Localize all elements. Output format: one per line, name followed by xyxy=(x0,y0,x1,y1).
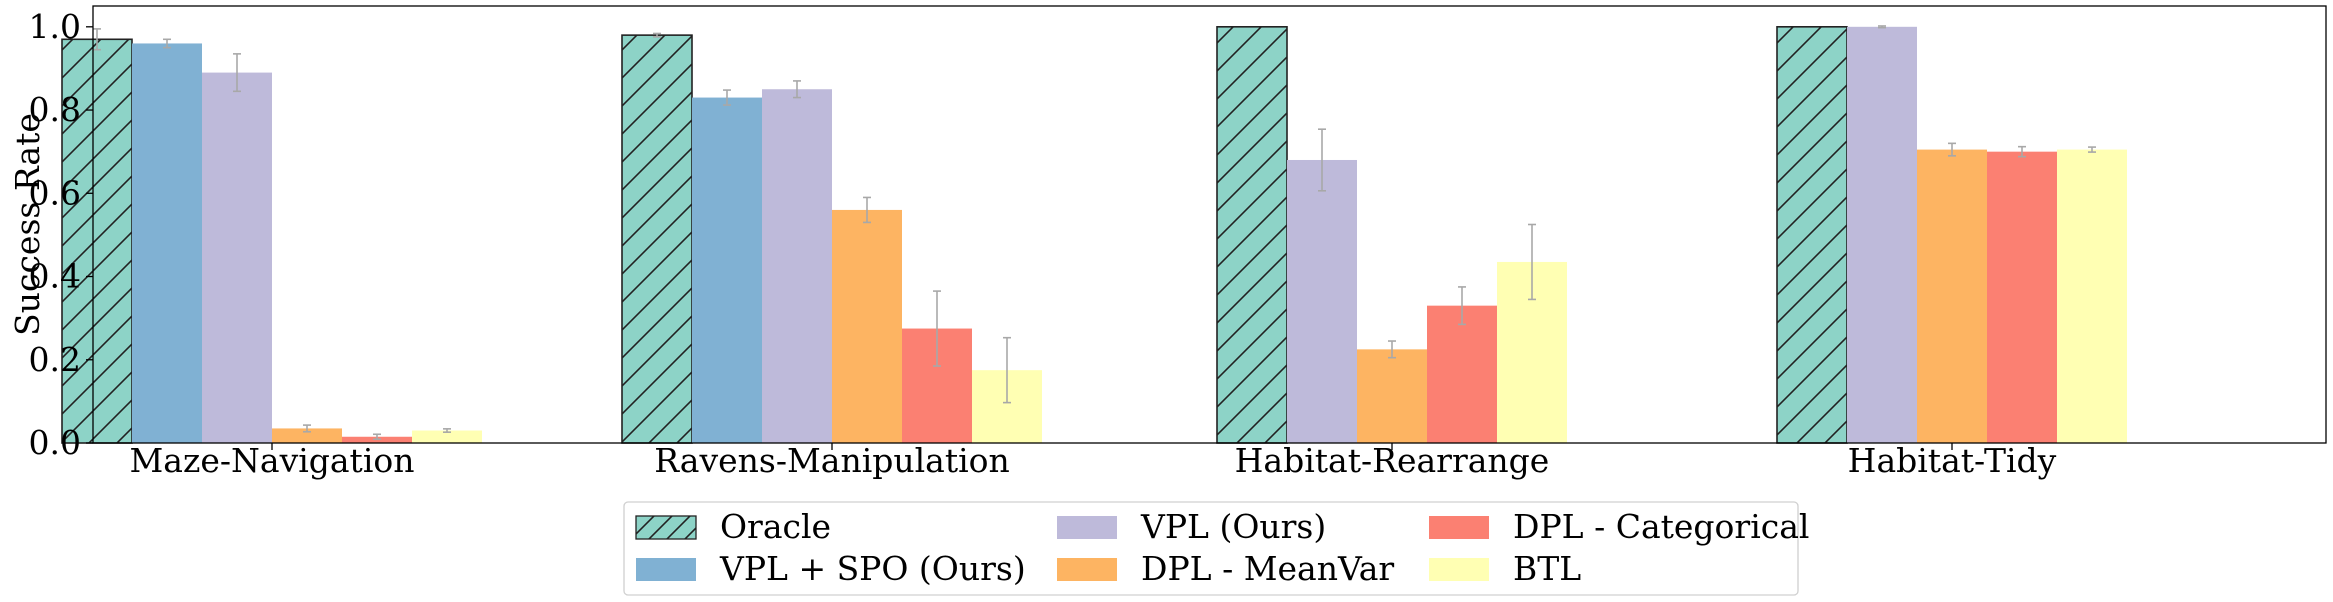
bar-maze-navigation-dpl-meanvar xyxy=(272,428,342,443)
bar-maze-navigation-vpl-spo-ours xyxy=(132,43,202,443)
legend-frame xyxy=(623,501,1799,596)
error-bar-habitat-tidy-dpl-meanvar xyxy=(1948,142,1956,157)
legend-entry-vpl-ours: VPL (Ours) xyxy=(1057,507,1326,546)
bar-habitat-rearrange-oracle-hatch xyxy=(1216,26,1288,444)
y-tick-label-0-2: 0.2 xyxy=(29,340,81,379)
plot-frame xyxy=(92,5,2327,444)
legend-label-btl: BTL xyxy=(1513,549,1581,588)
error-bar-habitat-rearrange-vpl-ours xyxy=(1318,128,1326,192)
bar-ravens-manipulation-dpl-meanvar xyxy=(832,209,902,443)
error-bar-maze-navigation-dpl-categorical xyxy=(373,433,381,441)
error-bar-maze-navigation-vpl-spo-ours xyxy=(163,38,171,49)
legend-swatch-dpl-categorical xyxy=(1429,516,1489,539)
error-bar-maze-navigation-btl xyxy=(443,428,451,433)
legend-swatch-hatch-oracle xyxy=(635,515,697,540)
bars-layer xyxy=(61,26,2127,444)
error-bar-maze-navigation-dpl-meanvar xyxy=(303,424,311,433)
y-tick-label-0-0: 0.0 xyxy=(29,423,81,462)
error-bar-habitat-rearrange-dpl-meanvar xyxy=(1388,340,1396,359)
error-bar-habitat-rearrange-dpl-categorical xyxy=(1458,286,1466,326)
y-tick-label-0-6: 0.6 xyxy=(29,173,81,212)
legend-label-dpl-meanvar: DPL - MeanVar xyxy=(1141,549,1394,588)
x-axis: Maze-Navigation Ravens-Manipulation Habita… xyxy=(129,441,2056,480)
error-bar-habitat-tidy-vpl-ours xyxy=(1878,25,1886,29)
error-bar-habitat-rearrange-btl xyxy=(1528,223,1536,301)
error-bar-ravens-manipulation-oracle xyxy=(653,32,661,38)
bar-maze-navigation-vpl-ours xyxy=(202,72,272,443)
y-tick-label-1-0: 1.0 xyxy=(29,7,81,46)
legend-swatch-btl xyxy=(1429,558,1489,581)
bar-ravens-manipulation-oracle-hatch xyxy=(621,34,693,444)
legend-label-vpl-spo-ours: VPL + SPO (Ours) xyxy=(719,549,1026,588)
error-bars-layer xyxy=(93,25,2096,441)
bar-habitat-tidy-dpl-categorical xyxy=(1987,151,2057,443)
legend-entry-vpl-spo-ours: VPL + SPO (Ours) xyxy=(636,549,1026,588)
x-tick-label-habitat-rearrange: Habitat-Rearrange xyxy=(1235,441,1550,480)
y-tick-label-0-4: 0.4 xyxy=(29,257,81,296)
legend-entry-oracle: Oracle xyxy=(635,507,831,546)
error-bar-maze-navigation-oracle xyxy=(93,28,101,51)
bar-habitat-rearrange-dpl-meanvar xyxy=(1357,349,1427,443)
error-bar-ravens-manipulation-vpl-spo-ours xyxy=(723,89,731,106)
error-bar-ravens-manipulation-btl xyxy=(1003,336,1011,404)
legend-entry-btl: BTL xyxy=(1429,549,1581,588)
error-bar-habitat-tidy-btl xyxy=(2088,146,2096,153)
legend-label-dpl-categorical: DPL - Categorical xyxy=(1513,507,1809,546)
bar-habitat-rearrange-dpl-categorical xyxy=(1427,305,1497,443)
bar-ravens-manipulation-vpl-spo-ours xyxy=(692,97,762,444)
y-axis-label: Success Rate xyxy=(8,113,47,336)
bar-habitat-tidy-btl xyxy=(2057,149,2127,444)
x-tick-label-habitat-tidy: Habitat-Tidy xyxy=(1848,441,2057,480)
bar-maze-navigation-oracle-hatch xyxy=(61,38,133,444)
error-bar-habitat-tidy-dpl-categorical xyxy=(2018,145,2026,158)
error-bar-ravens-manipulation-dpl-meanvar xyxy=(863,196,871,224)
legend-label-vpl-ours: VPL (Ours) xyxy=(1140,507,1326,546)
legend-entry-dpl-meanvar: DPL - MeanVar xyxy=(1057,549,1394,588)
bar-habitat-rearrange-vpl-ours xyxy=(1287,159,1357,443)
bar-habitat-tidy-vpl-ours xyxy=(1847,26,1917,444)
y-tick-label-0-8: 0.8 xyxy=(29,90,81,129)
legend-swatch-dpl-meanvar xyxy=(1057,558,1117,581)
bar-habitat-tidy-oracle-hatch xyxy=(1776,26,1848,444)
x-tick-label-ravens-manipulation: Ravens-Manipulation xyxy=(654,441,1010,480)
legend-swatch-vpl-spo-ours xyxy=(636,558,696,581)
legend-entry-dpl-categorical: DPL - Categorical xyxy=(1429,507,1809,546)
error-bar-ravens-manipulation-dpl-categorical xyxy=(933,290,941,367)
bar-habitat-tidy-dpl-meanvar xyxy=(1917,149,1987,444)
error-bar-ravens-manipulation-vpl-ours xyxy=(793,80,801,99)
legend-label-oracle: Oracle xyxy=(720,507,831,546)
error-bar-maze-navigation-vpl-ours xyxy=(233,53,241,93)
bar-maze-navigation-btl xyxy=(412,430,482,443)
y-axis: 0.0 0.2 0.4 0.6 0.8 1.0 xyxy=(29,7,93,462)
bar-ravens-manipulation-vpl-ours xyxy=(762,89,832,443)
x-tick-label-maze-navigation: Maze-Navigation xyxy=(129,441,414,480)
legend-swatch-vpl-ours xyxy=(1057,516,1117,539)
